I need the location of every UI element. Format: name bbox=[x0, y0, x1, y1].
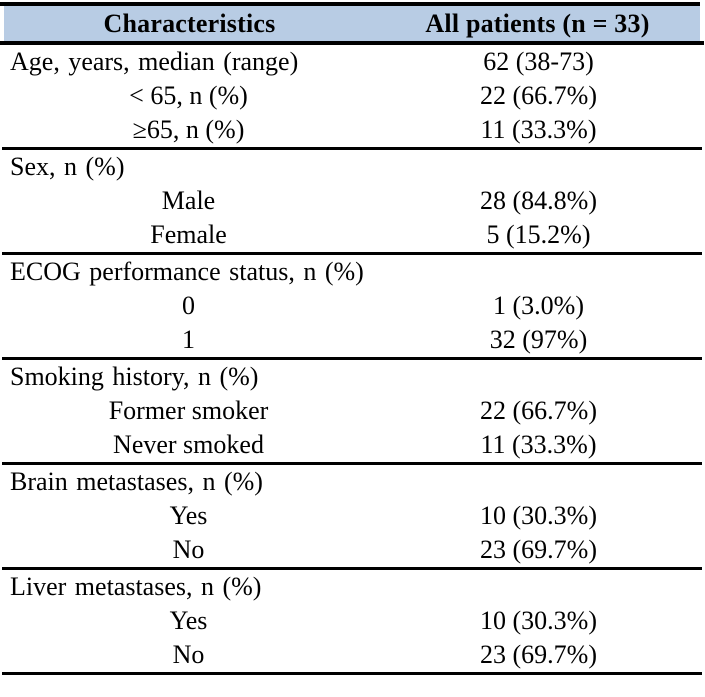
characteristic-cell: Never smoked bbox=[2, 428, 375, 465]
column-header-characteristics: Characteristics bbox=[0, 2, 375, 45]
characteristic-cell: Female bbox=[2, 218, 375, 255]
table-row: Sex, n (%) bbox=[2, 149, 702, 185]
value-cell bbox=[375, 254, 702, 290]
table-row: Female 5 (15.2%) bbox=[2, 218, 702, 255]
table-row: Age, years, median (range) 62 (38-73) bbox=[2, 43, 702, 79]
characteristic-cell: 0 bbox=[182, 291, 195, 320]
characteristic-cell: 1 bbox=[2, 323, 375, 360]
value-cell: 23 (69.7%) bbox=[375, 638, 702, 675]
characteristic-cell: < 65, n (%) bbox=[129, 81, 248, 110]
table-row: ≥65, n (%) 11 (33.3%) bbox=[2, 113, 702, 150]
characteristic-cell: No bbox=[2, 638, 375, 675]
header-row: Characteristics All patients (n = 33) bbox=[0, 2, 704, 45]
table-row: ECOG performance status, n (%) bbox=[2, 254, 702, 290]
patient-characteristics-table-wrap: Characteristics All patients (n = 33) Ag… bbox=[0, 2, 705, 675]
table-row: < 65, n (%) 22 (66.7%) bbox=[2, 79, 702, 113]
characteristic-cell: Age, years, median (range) bbox=[10, 47, 299, 76]
table-row: No 23 (69.7%) bbox=[2, 533, 702, 570]
table-row: No 23 (69.7%) bbox=[2, 638, 702, 675]
characteristic-cell: Yes bbox=[169, 606, 208, 635]
value-cell: 62 (38-73) bbox=[483, 47, 594, 76]
table-row: Yes 10 (30.3%) bbox=[2, 604, 702, 638]
characteristic-cell: Brain metastases, n (%) bbox=[10, 467, 263, 496]
value-cell bbox=[375, 464, 702, 500]
table-row: Liver metastases, n (%) bbox=[2, 569, 702, 605]
column-header-all-patients: All patients (n = 33) bbox=[375, 2, 704, 45]
characteristic-cell: ECOG performance status, n (%) bbox=[10, 257, 364, 286]
value-cell: 1 (3.0%) bbox=[493, 291, 584, 320]
value-cell: 28 (84.8%) bbox=[480, 186, 597, 215]
value-cell bbox=[375, 569, 702, 605]
characteristic-cell: Yes bbox=[169, 501, 208, 530]
characteristic-cell: Liver metastases, n (%) bbox=[10, 572, 262, 601]
characteristic-cell: Male bbox=[161, 186, 216, 215]
value-cell: 11 (33.3%) bbox=[375, 428, 702, 465]
characteristic-cell: Smoking history, n (%) bbox=[10, 362, 259, 391]
value-cell bbox=[375, 149, 702, 185]
value-cell: 32 (97%) bbox=[375, 323, 702, 360]
table-header: Characteristics All patients (n = 33) bbox=[0, 2, 704, 45]
patient-characteristics-table: Characteristics All patients (n = 33) Ag… bbox=[0, 2, 704, 675]
table-row: 1 32 (97%) bbox=[2, 323, 702, 360]
value-cell: 10 (30.3%) bbox=[480, 606, 597, 635]
table-row: Smoking history, n (%) bbox=[2, 359, 702, 395]
value-cell: 10 (30.3%) bbox=[480, 501, 597, 530]
value-cell: 11 (33.3%) bbox=[375, 113, 702, 150]
table-row: Former smoker 22 (66.7%) bbox=[2, 394, 702, 428]
table-row: Brain metastases, n (%) bbox=[2, 464, 702, 500]
value-cell bbox=[375, 359, 702, 395]
table-row: 0 1 (3.0%) bbox=[2, 289, 702, 323]
characteristic-cell: Sex, n (%) bbox=[10, 152, 125, 181]
table-row: Male 28 (84.8%) bbox=[2, 184, 702, 218]
value-cell: 5 (15.2%) bbox=[375, 218, 702, 255]
table-row: Never smoked 11 (33.3%) bbox=[2, 428, 702, 465]
characteristic-cell: No bbox=[2, 533, 375, 570]
value-cell: 22 (66.7%) bbox=[480, 81, 597, 110]
value-cell: 23 (69.7%) bbox=[375, 533, 702, 570]
characteristic-cell: ≥65, n (%) bbox=[2, 113, 375, 150]
table-row: Yes 10 (30.3%) bbox=[2, 499, 702, 533]
table-body: Age, years, median (range) 62 (38-73) < 65… bbox=[2, 43, 702, 675]
value-cell: 22 (66.7%) bbox=[480, 396, 597, 425]
characteristic-cell: Former smoker bbox=[108, 396, 269, 425]
